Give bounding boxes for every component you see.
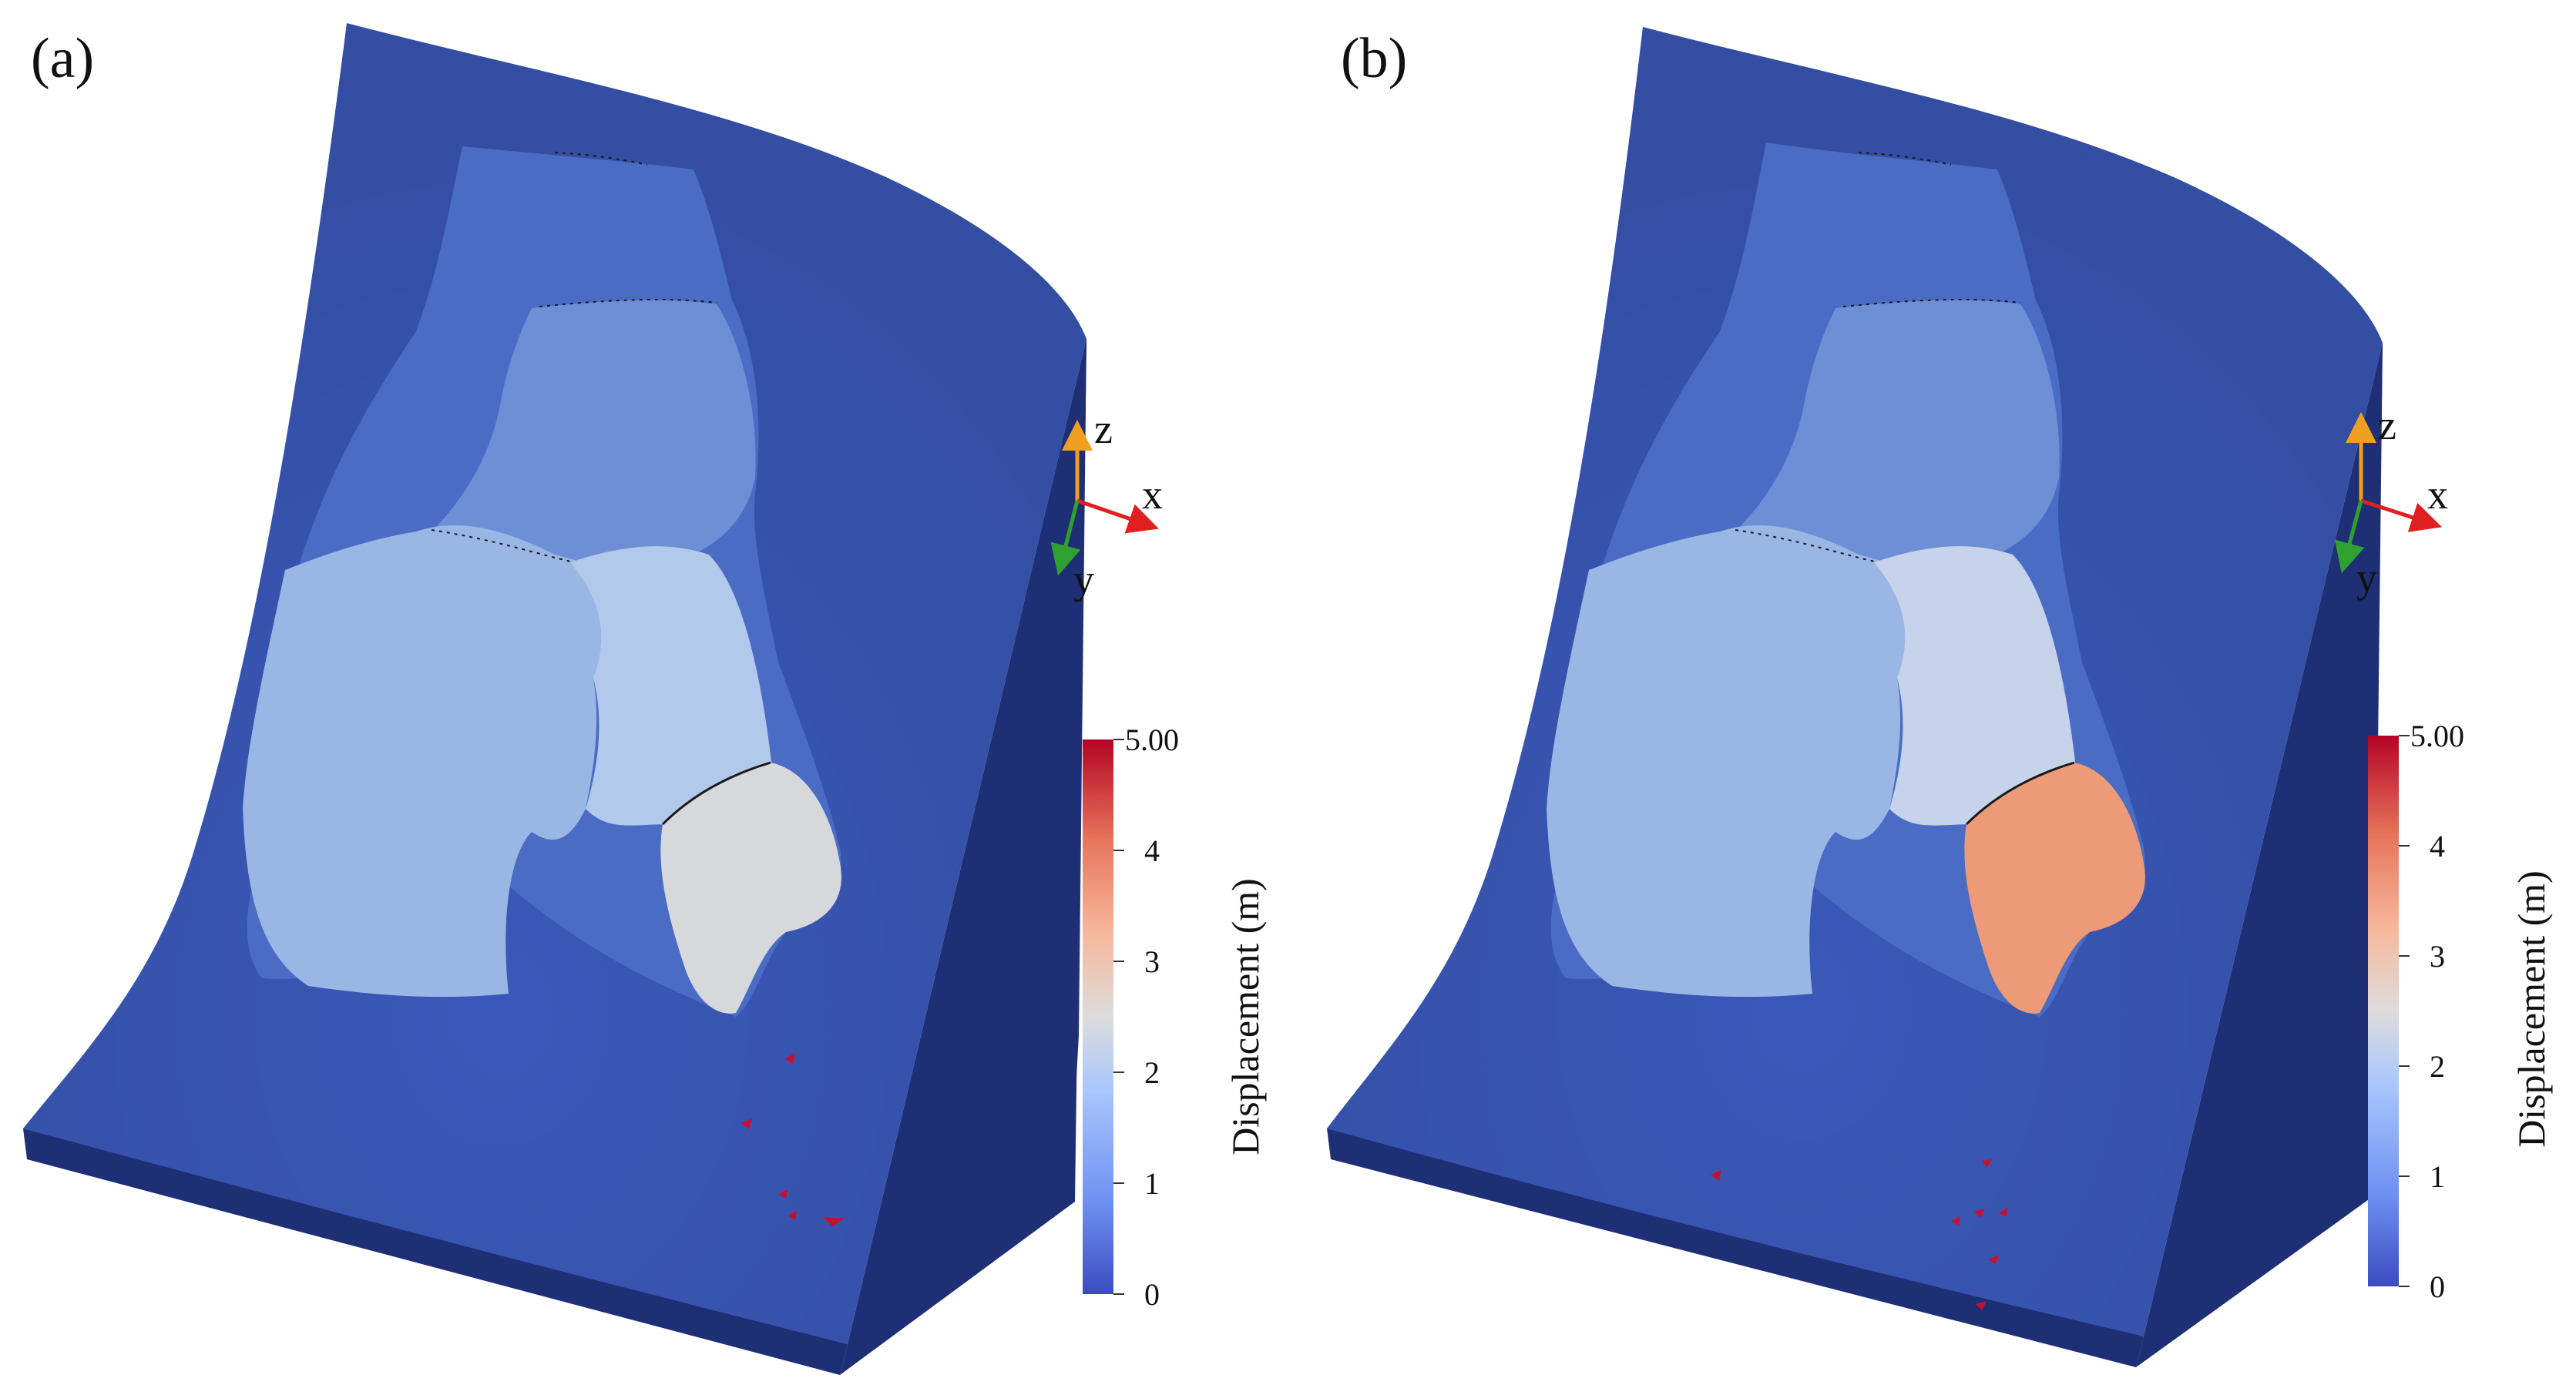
colorbar-tick-label: 2 bbox=[1144, 1055, 1160, 1090]
slope-model bbox=[23, 23, 1086, 1375]
colorbar-tick-label: 3 bbox=[2430, 939, 2445, 974]
colorbar-tick-label: 5.00 bbox=[2410, 719, 2464, 753]
crack-line bbox=[431, 529, 575, 563]
x-axis-label: x bbox=[1142, 471, 1163, 518]
zone-tip bbox=[660, 763, 841, 1014]
colorbar-gradient bbox=[2368, 736, 2399, 1286]
crack-line bbox=[661, 761, 771, 826]
zone-left bbox=[1547, 525, 1920, 998]
colorbar-gradient bbox=[1083, 739, 1113, 1294]
zone-mid bbox=[570, 546, 772, 839]
crack-line bbox=[1735, 529, 1879, 563]
debris-marker bbox=[1982, 1159, 1993, 1167]
z-axis-label: z bbox=[1094, 406, 1113, 452]
colorbar-title: Displacement (m) bbox=[1224, 878, 1267, 1155]
slope-right-face bbox=[2136, 343, 2383, 1367]
zone-upper bbox=[432, 300, 756, 562]
y-axis-arrow bbox=[2334, 500, 2365, 574]
panel-a: (a) bbox=[23, 23, 1267, 1375]
debris-marker bbox=[823, 1217, 845, 1226]
colorbar-tick-label: 4 bbox=[2430, 829, 2445, 863]
colorbar-tick-label: 3 bbox=[1144, 944, 1160, 979]
slope-front-face bbox=[1327, 1128, 2144, 1367]
colorbar-ticks: 5.00 4 3 2 1 0 bbox=[2399, 719, 2464, 1304]
colorbar-tick-label: 0 bbox=[1144, 1277, 1160, 1312]
y-axis-label: y bbox=[2356, 555, 2377, 601]
debris-marker bbox=[1974, 1209, 1985, 1218]
debris-marker bbox=[788, 1211, 797, 1220]
x-axis-arrow bbox=[2360, 498, 2443, 532]
colorbar-tick-label: 1 bbox=[2430, 1159, 2445, 1194]
crack-line bbox=[539, 298, 717, 307]
colorbar-tick-label: 5.00 bbox=[1125, 723, 1179, 757]
zone-mid bbox=[1874, 546, 2076, 839]
colorbar: 5.00 4 3 2 1 0 Displacement (m) bbox=[2368, 719, 2553, 1304]
debris-marker bbox=[1999, 1207, 2008, 1216]
debris-marker bbox=[741, 1118, 752, 1129]
debris-marker bbox=[778, 1189, 788, 1199]
x-axis-label: x bbox=[2427, 471, 2448, 518]
colorbar-tick-label: 4 bbox=[1144, 833, 1160, 868]
crack-line bbox=[1842, 298, 2021, 307]
colorbar-tick-label: 2 bbox=[2430, 1049, 2445, 1084]
slope-model bbox=[1327, 27, 2383, 1367]
crack-line bbox=[1858, 152, 1952, 166]
debris-markers bbox=[1711, 1159, 2008, 1310]
colorbar-ticks: 5.00 4 3 2 1 0 bbox=[1113, 723, 1179, 1312]
axis-triad: z x y bbox=[1050, 406, 1163, 602]
zone-tip bbox=[1964, 763, 2145, 1014]
debris-marker bbox=[784, 1053, 795, 1064]
y-axis-label: y bbox=[1073, 556, 1094, 602]
debris-marker bbox=[1988, 1255, 1999, 1264]
crack-line bbox=[1965, 761, 2075, 826]
colorbar-tick-label: 1 bbox=[1144, 1166, 1160, 1201]
panel-label: (a) bbox=[31, 27, 94, 90]
y-axis-arrow bbox=[1050, 500, 1081, 576]
panel-b: (b) bbox=[1327, 27, 2553, 1367]
z-axis-label: z bbox=[2378, 402, 2396, 448]
slope-front-face bbox=[23, 1128, 848, 1375]
panel-label: (b) bbox=[1341, 27, 1407, 90]
zone-left bbox=[243, 525, 616, 998]
debris-marker bbox=[1711, 1170, 1721, 1181]
colorbar-title: Displacement (m) bbox=[2510, 870, 2553, 1148]
colorbar-tick-label: 0 bbox=[2430, 1269, 2445, 1304]
colorbar: 5.00 4 3 2 1 0 Displacement (m) bbox=[1083, 723, 1267, 1312]
axis-triad: z x y bbox=[2334, 402, 2448, 601]
debris-markers bbox=[741, 1053, 845, 1226]
crack-line bbox=[554, 152, 648, 166]
debris-marker bbox=[1976, 1301, 1987, 1310]
zone-upper bbox=[1735, 300, 2060, 562]
x-axis-arrow bbox=[1076, 498, 1159, 534]
debris-marker bbox=[1951, 1216, 1960, 1226]
slope-right-face bbox=[840, 339, 1086, 1375]
